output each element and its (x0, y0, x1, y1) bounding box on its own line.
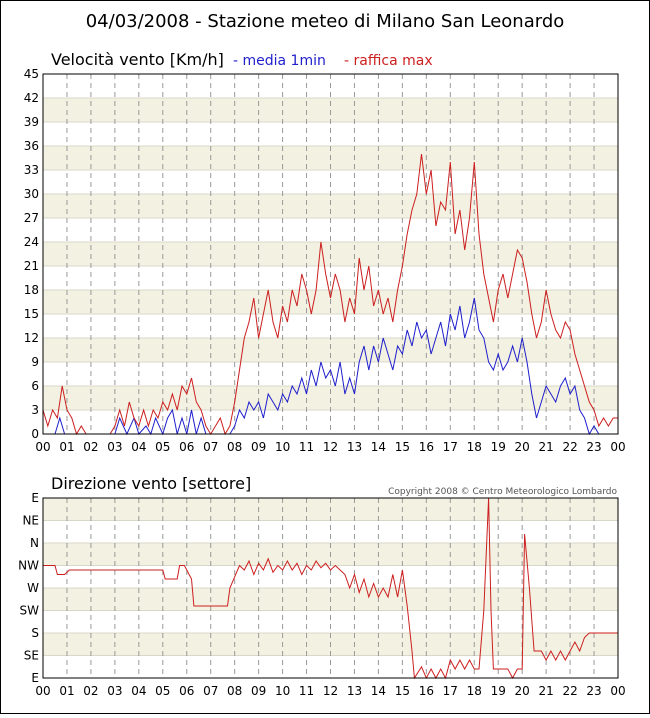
y-tick-label: 3 (31, 403, 39, 417)
y-tick-label: 24 (24, 235, 39, 249)
y-tick-label: 15 (24, 307, 39, 321)
y-tick-label: 27 (24, 211, 39, 225)
y-tick-label: 9 (31, 355, 39, 369)
y-tick-label: 6 (31, 379, 39, 393)
x-tick-label: 16 (419, 684, 434, 698)
x-tick-label: 03 (107, 440, 122, 454)
x-tick-label: 06 (179, 684, 194, 698)
y-tick-label: NW (18, 559, 39, 573)
y-tick-label: 30 (24, 187, 39, 201)
x-tick-label: 03 (107, 684, 122, 698)
legend-media: - media 1min (233, 53, 326, 69)
y-tick-label: 18 (24, 283, 39, 297)
x-tick-label: 15 (395, 440, 410, 454)
x-tick-label: 20 (515, 684, 530, 698)
y-tick-label: N (30, 536, 39, 550)
y-tick-label: 39 (24, 115, 39, 129)
grid-band (43, 338, 618, 362)
x-tick-label: 01 (59, 684, 74, 698)
x-tick-label: 09 (251, 684, 266, 698)
x-tick-label: 13 (347, 684, 362, 698)
direction-panel-title: Direzione vento [settore] (51, 474, 251, 493)
x-tick-label: 07 (203, 440, 218, 454)
y-tick-label: NE (22, 514, 39, 528)
x-tick-label: 14 (371, 684, 386, 698)
x-tick-label: 10 (275, 440, 290, 454)
series-line-0 (43, 297, 618, 436)
x-tick-label: 20 (515, 440, 530, 454)
y-tick-label: SE (24, 649, 39, 663)
series-line-1 (42, 153, 618, 436)
y-tick-label: 33 (24, 163, 39, 177)
x-tick-label: 06 (179, 440, 194, 454)
x-tick-label: 23 (586, 684, 601, 698)
x-tick-label: 12 (323, 440, 338, 454)
x-tick-label: 18 (467, 684, 482, 698)
y-tick-label: 36 (24, 139, 39, 153)
x-tick-label: 08 (227, 440, 242, 454)
series-line-0 (43, 497, 618, 680)
x-tick-label: 01 (59, 440, 74, 454)
x-tick-label: 00 (35, 684, 50, 698)
x-tick-label: 22 (562, 684, 577, 698)
x-tick-label: 05 (155, 440, 170, 454)
y-tick-label: S (31, 626, 39, 640)
x-tick-label: 22 (562, 440, 577, 454)
x-tick-label: 13 (347, 440, 362, 454)
x-tick-label: 02 (83, 684, 98, 698)
x-tick-label: 04 (131, 440, 146, 454)
y-tick-label: 21 (24, 259, 39, 273)
x-tick-label: 23 (586, 440, 601, 454)
x-tick-label: 21 (538, 684, 553, 698)
x-tick-label: 00 (610, 440, 625, 454)
x-tick-label: 00 (610, 684, 625, 698)
x-tick-label: 16 (419, 440, 434, 454)
x-tick-label: 18 (467, 440, 482, 454)
x-tick-label: 00 (35, 440, 50, 454)
x-tick-label: 14 (371, 440, 386, 454)
y-tick-label: 42 (24, 91, 39, 105)
speed-panel-title: Velocità vento [Km/h] (51, 50, 224, 69)
x-tick-label: 12 (323, 684, 338, 698)
plot-border (42, 497, 619, 679)
copyright-note: Copyright 2008 © Centro Meteorologico Lo… (388, 487, 617, 497)
y-tick-label: 45 (24, 67, 39, 81)
x-tick-label: 17 (443, 684, 458, 698)
y-tick-label: E (31, 671, 39, 685)
chart-title: 04/03/2008 - Stazione meteo di Milano Sa… (86, 11, 565, 32)
legend-raffica: - raffica max (344, 53, 433, 69)
x-tick-label: 19 (491, 684, 506, 698)
y-tick-label: 0 (31, 427, 39, 441)
x-tick-label: 08 (227, 684, 242, 698)
x-tick-label: 10 (275, 684, 290, 698)
x-tick-label: 11 (299, 440, 314, 454)
y-tick-label: SW (20, 604, 40, 618)
y-tick-label: E (31, 491, 39, 505)
plot-border (42, 73, 619, 435)
x-tick-label: 15 (395, 684, 410, 698)
x-tick-label: 04 (131, 684, 146, 698)
x-tick-label: 05 (155, 684, 170, 698)
x-tick-label: 09 (251, 440, 266, 454)
x-tick-label: 19 (491, 440, 506, 454)
x-tick-label: 07 (203, 684, 218, 698)
x-tick-label: 11 (299, 684, 314, 698)
x-tick-label: 02 (83, 440, 98, 454)
y-tick-label: W (27, 581, 39, 595)
x-tick-label: 17 (443, 440, 458, 454)
y-tick-label: 12 (24, 331, 39, 345)
grid-band (43, 194, 618, 218)
x-tick-label: 21 (538, 440, 553, 454)
